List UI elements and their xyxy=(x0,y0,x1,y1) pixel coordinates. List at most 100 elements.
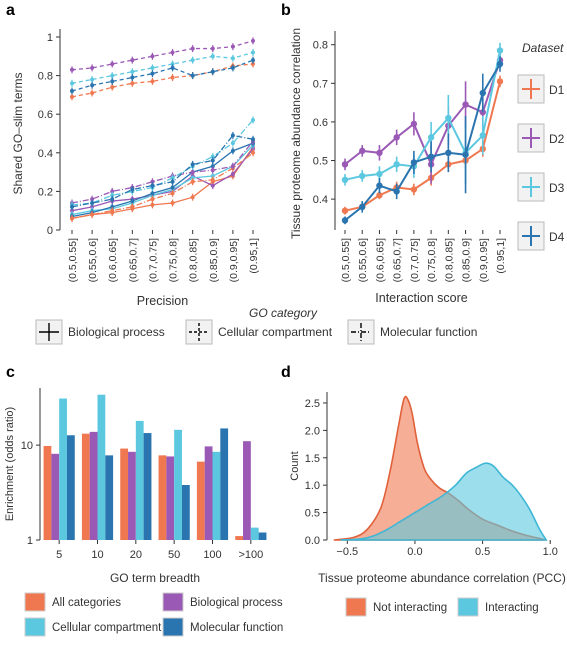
a-point xyxy=(130,81,135,86)
c-x-tick-label: 10 xyxy=(91,549,103,561)
a-y-tick-label: 0.8 xyxy=(38,71,53,83)
a-point xyxy=(110,73,115,78)
c-bar xyxy=(204,446,213,540)
a-x-tick-label: (0.8,0.85] xyxy=(188,238,200,282)
b-point xyxy=(341,176,349,184)
a-point xyxy=(150,54,155,59)
b-x-tick-label: (0.55,0.6] xyxy=(357,238,369,282)
a-series-line xyxy=(71,119,254,206)
a-series-line xyxy=(71,40,254,71)
a-point xyxy=(251,137,255,142)
a-point xyxy=(70,204,74,209)
a-y-tick-label: 0.2 xyxy=(38,186,53,198)
d-density-interacting xyxy=(340,462,548,541)
a-point xyxy=(190,175,195,180)
a-point xyxy=(190,46,195,51)
d-legend-label: Interacting xyxy=(485,602,539,614)
a-legend-label: Cellular compartment xyxy=(218,325,333,339)
b-point xyxy=(376,149,383,156)
a-point xyxy=(90,200,95,205)
a-point xyxy=(150,65,155,70)
a-point xyxy=(190,170,195,175)
a-point xyxy=(130,187,135,192)
a-point xyxy=(130,58,135,63)
c-x-axis-label: GO term breadth xyxy=(110,571,200,585)
c-x-tick-label: 100 xyxy=(203,549,221,561)
a-point xyxy=(230,141,235,146)
a-point xyxy=(170,185,175,190)
d-legend-key xyxy=(345,597,367,617)
b-point xyxy=(445,149,452,156)
b-point xyxy=(341,217,349,224)
a-point xyxy=(130,199,135,204)
a-y-axis-label: Shared GO–slim terms xyxy=(11,72,25,194)
b-series-line xyxy=(344,50,501,181)
b-point xyxy=(393,188,400,195)
b-point xyxy=(341,161,349,168)
a-point xyxy=(130,69,135,74)
b-point xyxy=(393,134,400,141)
a-series-line xyxy=(71,142,254,218)
c-x-tick-label: 50 xyxy=(168,549,180,561)
c-legend-label: Cellular compartment xyxy=(52,622,162,634)
b-x-tick-label: (0.65,0.7] xyxy=(392,238,404,282)
c-bar xyxy=(235,536,244,540)
a-point xyxy=(150,191,155,196)
a-x-tick-label: (0.95,1] xyxy=(248,238,260,274)
a-y-tick-label: 0.4 xyxy=(38,148,53,160)
c-legend-key xyxy=(162,617,184,637)
b-point xyxy=(376,170,383,178)
d-x-axis-label: Tissue proteome abundance correlation (P… xyxy=(318,571,566,585)
d-x-tick-label: 1.0 xyxy=(543,546,558,558)
c-bar xyxy=(174,429,182,540)
a-y-tick-label: 0 xyxy=(47,225,53,237)
a-point xyxy=(210,164,215,169)
d-y-axis-label: Count xyxy=(289,451,301,480)
a-point xyxy=(210,173,215,178)
c-bar xyxy=(81,433,90,540)
a-point xyxy=(251,146,255,151)
d-x-tick-label: 0.5 xyxy=(475,546,490,558)
a-x-tick-label: (0.7,0.75] xyxy=(147,238,159,282)
c-y-tick-label: 10 xyxy=(21,440,33,452)
panel-label-a: a xyxy=(6,2,15,19)
a-point xyxy=(150,179,155,184)
a-point xyxy=(251,150,255,155)
a-point xyxy=(190,73,195,78)
b-legend-label: D3 xyxy=(549,181,565,195)
a-point xyxy=(210,183,215,188)
b-point xyxy=(479,109,486,116)
c-bar xyxy=(250,527,259,540)
a-legend-label: Molecular function xyxy=(380,325,477,339)
a-point xyxy=(251,117,255,122)
d-y-tick-label: 1.5 xyxy=(305,453,320,465)
b-point xyxy=(445,114,452,122)
c-bar xyxy=(166,456,175,540)
a-point xyxy=(230,133,235,138)
c-bar xyxy=(51,453,60,540)
a-series-line xyxy=(71,152,254,220)
a-point xyxy=(90,77,95,82)
c-legend-label: All categories xyxy=(52,597,121,609)
c-bar xyxy=(181,484,190,540)
c-bar xyxy=(212,451,221,540)
b-legend-label: D4 xyxy=(549,230,565,244)
d-y-tick-label: 0.5 xyxy=(305,508,320,520)
b-point xyxy=(496,47,504,54)
a-x-tick-label: (0.55,0.6] xyxy=(87,238,99,282)
a-point xyxy=(70,216,74,221)
b-point xyxy=(341,207,349,214)
c-x-tick-label: >100 xyxy=(238,549,263,561)
b-point xyxy=(479,132,486,139)
a-point xyxy=(210,158,215,163)
a-point xyxy=(170,200,175,205)
b-point xyxy=(393,161,400,168)
a-point xyxy=(190,58,195,63)
a-point xyxy=(150,183,155,188)
panel-label-d: d xyxy=(281,364,291,381)
c-legend-key xyxy=(24,592,46,612)
b-point xyxy=(427,134,435,141)
b-point xyxy=(410,120,418,128)
d-y-tick-label: 1.0 xyxy=(305,480,320,492)
d-x-tick-label: −0.5 xyxy=(336,546,358,558)
